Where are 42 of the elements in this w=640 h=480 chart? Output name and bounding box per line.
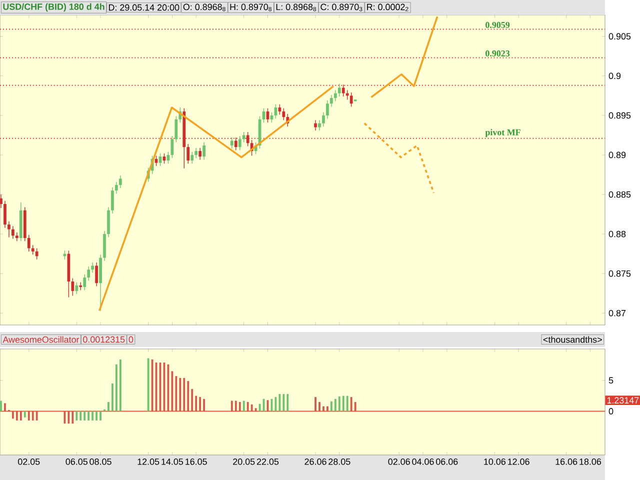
x-tick-label: 18.06 <box>580 458 602 465</box>
x-tick-label: 26.06 <box>304 458 326 465</box>
chart-title: AwesomeOscillator <box>2 336 80 343</box>
text: R: 0.0002$_{2}$ <box>367 4 408 12</box>
y-tick-label: 0.875 <box>608 270 631 277</box>
x-tick-label: 08.05 <box>90 458 112 465</box>
text: L: 0.8968$_{8}$ <box>276 4 316 12</box>
text: C: 0.8970$_{3}$ <box>320 4 362 12</box>
x-tick-label: 16.06 <box>556 458 578 465</box>
y-tick-label: 0.87 <box>608 310 626 316</box>
y-tick-label: 0.895 <box>608 112 631 119</box>
y-tick-label: 0.885 <box>608 191 631 198</box>
text: <thousandths> <box>543 336 602 343</box>
y-tick-label: 0.88 <box>608 230 626 238</box>
ref-line-label: pivot MF <box>485 129 520 138</box>
x-tick-label: 06.05 <box>66 458 88 465</box>
text: 0 <box>128 336 134 343</box>
x-tick-label: 10.06 <box>484 458 506 465</box>
chart-title: USD/CHF (BID) 180 d 4h <box>3 3 104 12</box>
text: 1.23147 <box>607 397 639 404</box>
x-tick-label: 12.05 <box>138 458 160 465</box>
text: D: 29.05.14 20:00 <box>108 4 180 11</box>
y-tick-label: 0 <box>608 408 614 414</box>
x-tick-label: 16.05 <box>186 458 207 465</box>
text: H: 0.8970$_{8}$ <box>230 4 272 12</box>
ref-line-label: 0.9023 <box>486 50 510 56</box>
x-tick-label: 02.06 <box>388 458 410 465</box>
x-tick-label: 28.05 <box>328 458 350 465</box>
x-tick-label: 02.05 <box>18 458 40 465</box>
x-tick-label: 06.06 <box>436 458 458 465</box>
y-tick-label: 0.89 <box>608 152 626 158</box>
x-tick-label: 12.06 <box>508 458 530 465</box>
y-tick-label: 5 <box>608 377 614 384</box>
y-tick-label: 0.9 <box>608 72 621 80</box>
x-tick-label: 22.05 <box>256 458 279 465</box>
x-tick-label: 20.05 <box>233 458 255 465</box>
ref-line-label: 0.9059 <box>486 22 510 28</box>
x-tick-label: 04.06 <box>412 458 434 465</box>
text: 0.0012315 <box>83 336 125 343</box>
x-tick-label: 14.05 <box>162 458 184 465</box>
text: O: 0.8968$_{8}$ <box>183 4 226 12</box>
y-tick-label: 0.905 <box>608 33 631 40</box>
